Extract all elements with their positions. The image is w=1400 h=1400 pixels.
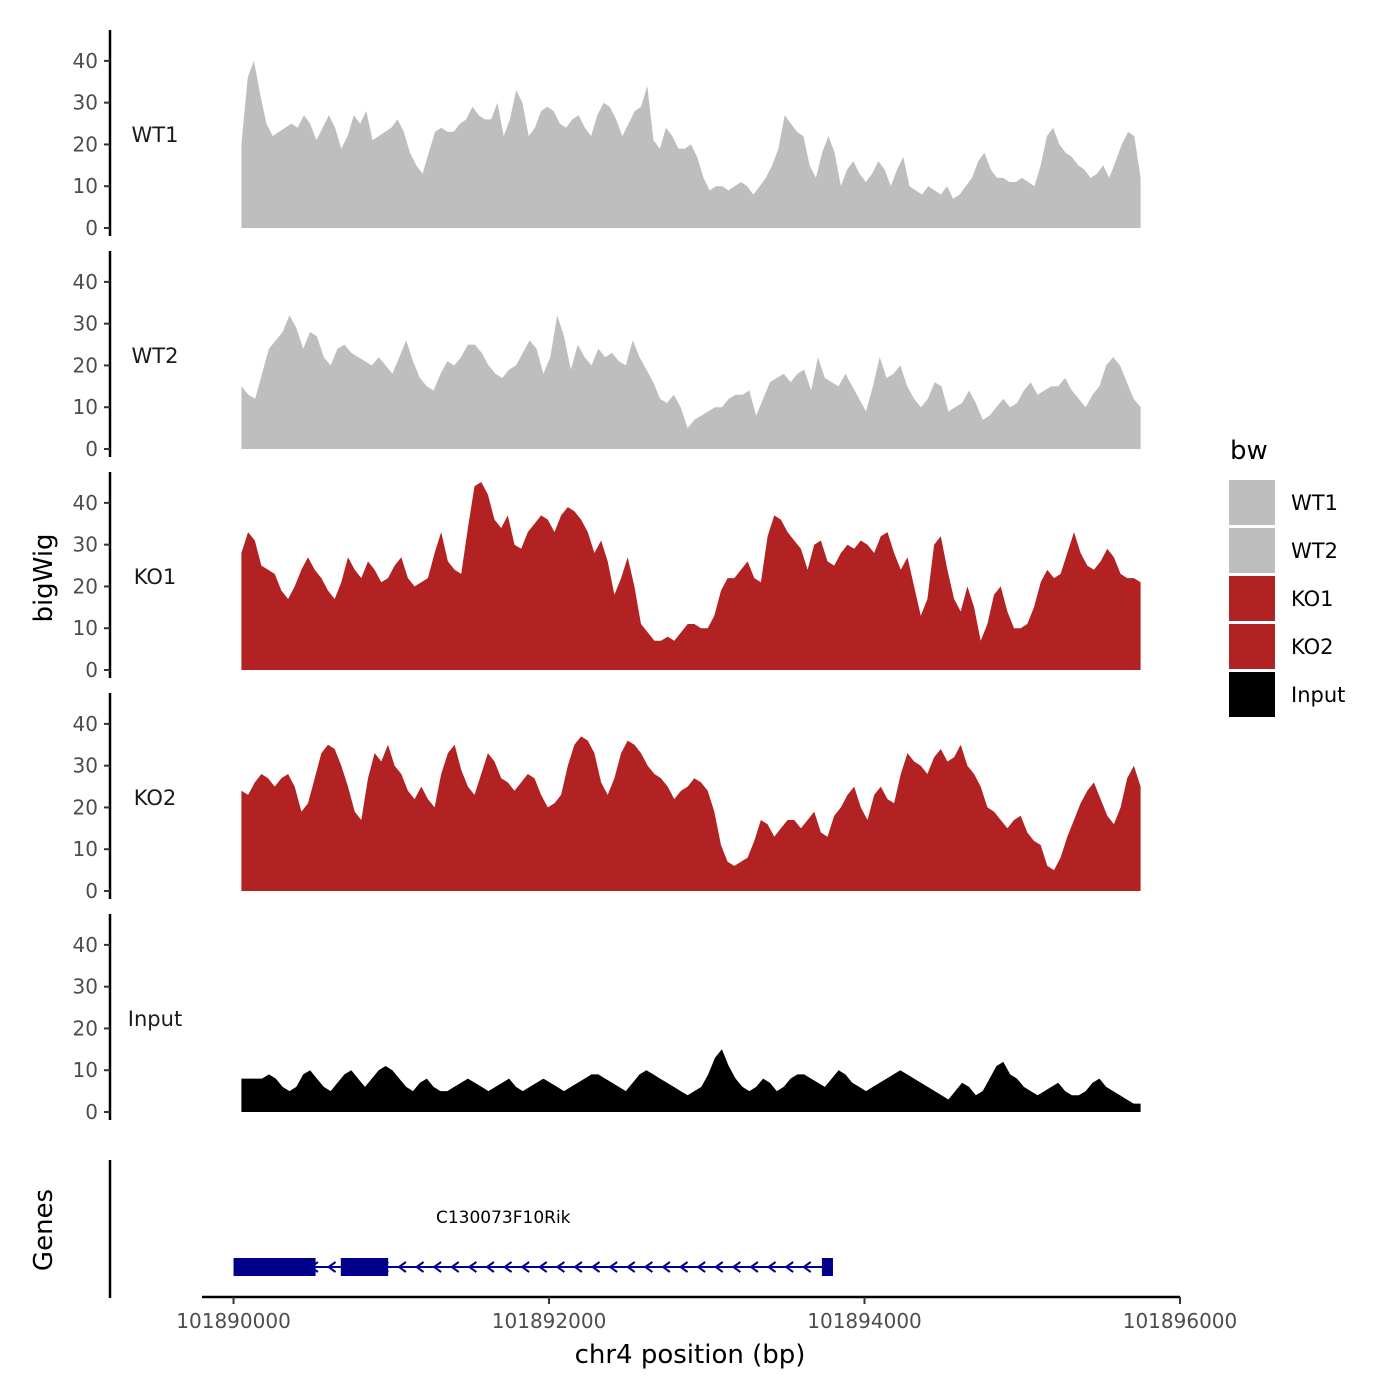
y-tick-label: 10	[73, 616, 98, 640]
strand-arrow	[555, 1261, 565, 1273]
strand-arrow	[643, 1261, 653, 1273]
strand-arrow	[714, 1261, 724, 1273]
strand-arrow	[766, 1261, 777, 1273]
y-tick-label: 30	[73, 975, 98, 999]
track-wt1: 0 10 20 30 40 WT1	[73, 30, 1141, 240]
strand-arrow	[432, 1261, 442, 1273]
signal-area-wt2	[241, 315, 1141, 449]
signal-area-ko2	[241, 736, 1141, 891]
signal-area-ko1	[241, 482, 1141, 670]
x-tick-label: 101896000	[1123, 1309, 1238, 1333]
strand-arrow	[608, 1261, 618, 1273]
y-tick-label: 10	[73, 1058, 98, 1082]
legend-swatch	[1229, 672, 1275, 717]
genes-track: C130073F10Rik	[108, 1160, 833, 1298]
track-label: WT1	[132, 123, 179, 147]
legend-item-wt2: WT2	[1229, 528, 1338, 573]
strand-arrow	[696, 1261, 706, 1273]
legend-label: Input	[1291, 683, 1345, 707]
gene-exon	[233, 1258, 316, 1276]
x-tick-label: 101894000	[807, 1309, 922, 1333]
legend-label: KO2	[1291, 635, 1334, 659]
strand-arrow	[749, 1261, 759, 1273]
y-axis-title: bigWig	[29, 533, 59, 622]
strand-arrow	[626, 1261, 636, 1273]
track-input: 0 10 20 30 40 Input	[73, 914, 1141, 1124]
legend-swatch	[1229, 624, 1275, 669]
y-tick-label: 30	[73, 533, 98, 557]
y-tick-label: 20	[73, 1016, 98, 1040]
y-tick-label: 0	[85, 658, 98, 682]
legend-item-ko1: KO1	[1229, 576, 1334, 621]
legend-swatch	[1229, 480, 1275, 525]
legend-title: bw	[1230, 436, 1268, 466]
strand-arrow	[661, 1261, 671, 1273]
y-tick-label: 0	[85, 216, 98, 240]
strand-arrow	[502, 1261, 513, 1273]
x-tick-label: 101892000	[492, 1309, 607, 1333]
track-wt2: 0 10 20 30 40 WT2	[73, 251, 1141, 461]
gene-exon	[821, 1258, 833, 1276]
legend-item-wt1: WT1	[1229, 480, 1338, 525]
y-tick-label: 40	[73, 49, 98, 73]
signal-area-input	[241, 1049, 1141, 1112]
x-tick-label: 101890000	[176, 1309, 291, 1333]
legend-label: KO1	[1291, 587, 1334, 611]
y-tick-label: 30	[73, 91, 98, 115]
track-ko2: 0 10 20 30 40 KO2	[73, 693, 1141, 903]
y-tick-label: 0	[85, 1100, 98, 1124]
y-tick-label: 20	[73, 574, 98, 598]
y-tick-label: 0	[85, 437, 98, 461]
y-tick-label: 40	[73, 491, 98, 515]
legend-swatch	[1229, 576, 1275, 621]
y-tick-label: 10	[73, 174, 98, 198]
strand-arrow	[573, 1261, 583, 1273]
legend-swatch	[1229, 528, 1275, 573]
signal-tracks: 0 10 20 30 40 WT1 0 10 20 30 40 WT2 0 10 20 30 40 KO1 0 10 2…	[73, 30, 1141, 1124]
y-tick-label: 40	[73, 933, 98, 957]
track-label: WT2	[132, 344, 179, 368]
legend: WT1 WT2 KO1 KO2 Input	[1229, 480, 1345, 717]
y-tick-label: 40	[73, 270, 98, 294]
y-tick-label: 30	[73, 312, 98, 336]
y-tick-label: 20	[73, 795, 98, 819]
signal-area-wt1	[241, 60, 1141, 229]
y-tick-label: 20	[73, 132, 98, 156]
strand-arrow	[784, 1261, 794, 1273]
strand-arrow	[538, 1261, 548, 1273]
track-ko1: 0 10 20 30 40 KO1	[73, 472, 1141, 682]
track-label: KO1	[134, 565, 177, 589]
strand-arrow	[590, 1261, 601, 1273]
strand-arrow	[802, 1261, 812, 1273]
y-tick-label: 10	[73, 395, 98, 419]
gene-exon	[340, 1258, 389, 1276]
legend-item-ko2: KO2	[1229, 624, 1334, 669]
gene-label: C130073F10Rik	[436, 1208, 571, 1228]
strand-arrow	[520, 1261, 530, 1273]
strand-arrow	[397, 1261, 407, 1273]
legend-item-input: Input	[1229, 672, 1345, 717]
track-label: KO2	[134, 786, 177, 810]
legend-label: WT2	[1291, 539, 1338, 563]
strand-arrow	[467, 1261, 477, 1273]
x-axis-title: chr4 position (bp)	[575, 1340, 806, 1370]
strand-arrow	[678, 1261, 689, 1273]
track-label: Input	[128, 1007, 182, 1031]
genes-axis-title: Genes	[29, 1189, 59, 1271]
y-tick-label: 10	[73, 837, 98, 861]
y-tick-label: 30	[73, 754, 98, 778]
strand-arrow	[450, 1261, 460, 1273]
x-axis: 101890000 101892000 101894000 101896000	[176, 1295, 1238, 1333]
y-tick-label: 0	[85, 879, 98, 903]
strand-arrow	[485, 1261, 495, 1273]
y-tick-label: 20	[73, 353, 98, 377]
legend-label: WT1	[1291, 491, 1338, 515]
strand-arrow	[414, 1261, 425, 1273]
strand-arrow	[326, 1261, 337, 1273]
y-tick-label: 40	[73, 712, 98, 736]
strand-arrow	[731, 1261, 741, 1273]
